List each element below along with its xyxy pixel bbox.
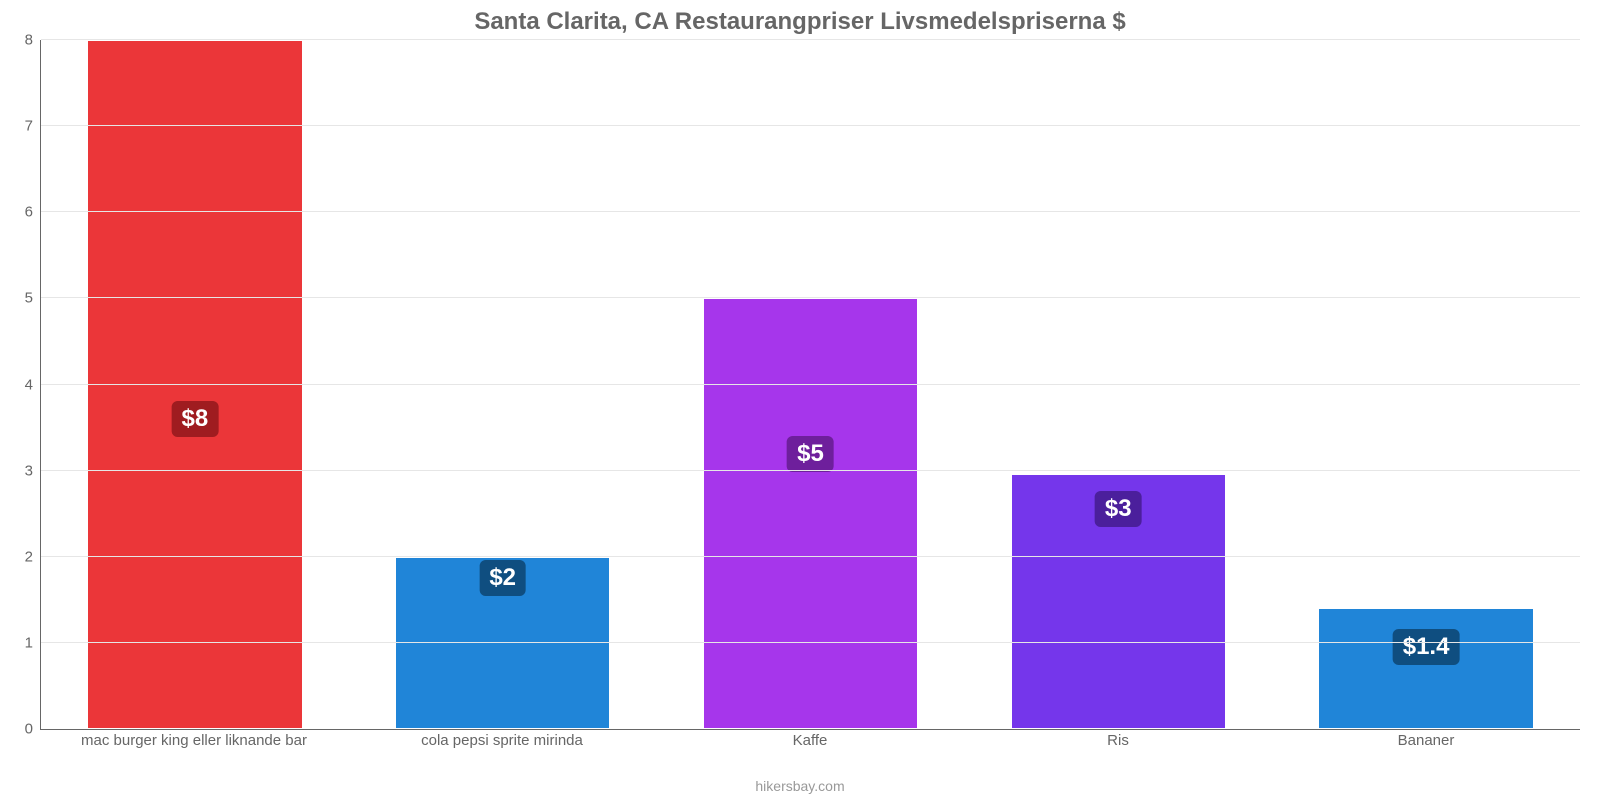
x-axis-label: Kaffe [656,732,964,749]
gridline [41,384,1580,385]
bar-slot: $2 [349,40,657,729]
bar-slot: $3 [964,40,1272,729]
bar: $8 [87,40,302,729]
y-tick-label: 0 [25,721,41,738]
gridline [41,297,1580,298]
bar-value-label: $2 [479,560,526,596]
bar-slot: $8 [41,40,349,729]
bar-value-label: $8 [172,401,219,437]
bar: $2 [395,557,610,729]
y-tick-label: 3 [25,462,41,479]
bar-slot: $1.4 [1272,40,1580,729]
bar: $5 [703,298,918,729]
gridline [41,39,1580,40]
x-axis-label: cola pepsi sprite mirinda [348,732,656,749]
bars-row: $8 $2 $5 $3 $1.4 [41,40,1580,729]
x-axis-labels: mac burger king eller liknande barcola p… [40,732,1580,749]
gridline [41,211,1580,212]
gridline [41,125,1580,126]
y-tick-label: 5 [25,290,41,307]
y-tick-label: 1 [25,634,41,651]
gridline [41,556,1580,557]
bar-value-label: $5 [787,436,834,472]
price-bar-chart: Santa Clarita, CA Restaurangpriser Livsm… [0,0,1600,800]
y-tick-label: 2 [25,548,41,565]
x-axis-label: Bananer [1272,732,1580,749]
y-tick-label: 7 [25,118,41,135]
bar-value-label: $1.4 [1393,629,1460,665]
y-tick-label: 4 [25,376,41,393]
plot-area: $8$2$5$3$1.4 012345678 [40,40,1580,730]
bar-value-label: $3 [1095,491,1142,527]
y-tick-label: 6 [25,204,41,221]
gridline [41,470,1580,471]
x-axis-label: mac burger king eller liknande bar [40,732,348,749]
y-tick-label: 8 [25,32,41,49]
attribution-text: hikersbay.com [0,778,1600,794]
chart-title: Santa Clarita, CA Restaurangpriser Livsm… [0,0,1600,40]
bar-slot: $5 [657,40,965,729]
x-axis-label: Ris [964,732,1272,749]
gridline [41,642,1580,643]
bar: $1.4 [1318,608,1533,729]
bar: $3 [1011,474,1226,729]
